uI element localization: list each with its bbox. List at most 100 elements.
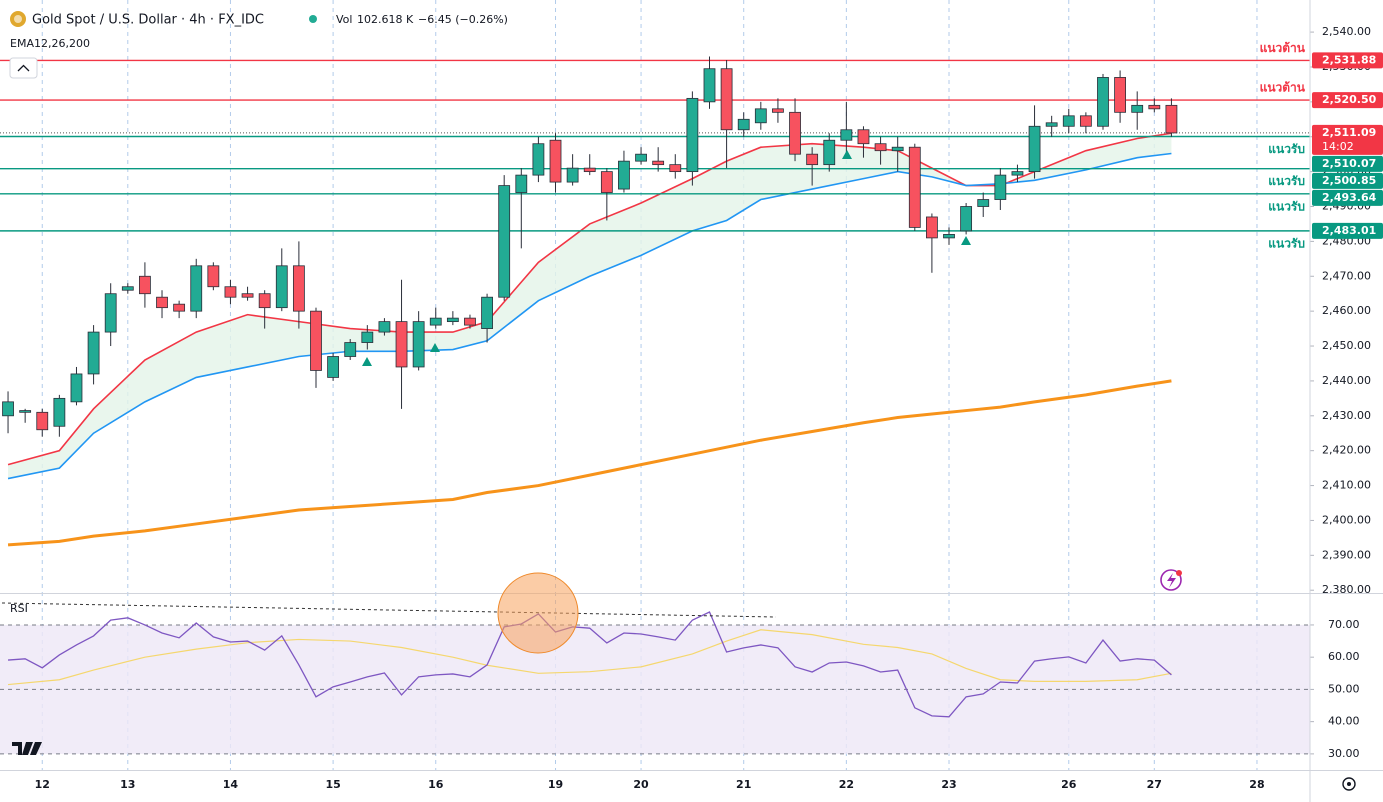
collapse-button[interactable] [9, 57, 38, 79]
candle-body [139, 275, 151, 295]
price-label-box [1312, 172, 1383, 189]
y-tick-label: 2,450.00 [1322, 339, 1371, 352]
y-tick-label: 2,470.00 [1322, 269, 1371, 282]
candle-body [464, 317, 476, 326]
candle-body [789, 111, 801, 155]
price-label: 2,483.01 [1322, 224, 1376, 237]
candle-body [977, 199, 990, 207]
price-label: 2,510.07 [1322, 157, 1376, 170]
candle-body [840, 129, 853, 141]
y-tick-label: 30.00 [1328, 747, 1360, 760]
signal-marker [430, 343, 440, 352]
candle-body [1062, 115, 1075, 127]
candle-body [737, 118, 750, 131]
rsi-label: RSI [10, 602, 28, 615]
x-tick-label: 21 [736, 778, 751, 791]
symbol-logo-inner [14, 15, 22, 23]
candle-body [1097, 77, 1109, 127]
y-tick-label: 2,460.00 [1322, 304, 1371, 317]
candle-body [224, 286, 237, 298]
candle-body [1165, 104, 1178, 134]
x-tick-label: 16 [428, 778, 444, 791]
x-tick-label: 27 [1147, 778, 1162, 791]
candle-body [549, 139, 562, 183]
signal-marker [362, 357, 372, 366]
candle-body [292, 265, 305, 312]
candle-body [772, 108, 784, 113]
candle-body [1148, 104, 1161, 110]
candle-body [806, 153, 819, 166]
candle-body [754, 108, 767, 124]
price-label-box [1312, 155, 1383, 172]
level-text: แนวรับ [1268, 199, 1305, 213]
candle-body [104, 293, 117, 333]
price-label-box [1312, 222, 1383, 239]
ema-fill [8, 133, 1172, 479]
candle-body [395, 321, 408, 368]
y-tick-label: 50.00 [1328, 682, 1360, 695]
candle-body [241, 293, 254, 298]
market-status [309, 15, 317, 23]
y-tick-label: 2,540.00 [1322, 25, 1371, 38]
chevron-icon [17, 64, 30, 72]
candle-body [1079, 115, 1092, 127]
candle-body [344, 342, 357, 357]
price-time: 14:02 [1322, 140, 1354, 153]
alert-dot [1176, 570, 1182, 576]
chart-title: Gold Spot / U.S. Dollar · 4h · FX_IDC [32, 13, 264, 28]
y-tick-label: 2,440.00 [1322, 374, 1371, 387]
candle-body [378, 321, 391, 333]
candle-body [275, 265, 288, 309]
price-label-box [1312, 52, 1383, 69]
candle-body [600, 171, 613, 193]
y-tick-label: 2,410.00 [1322, 479, 1371, 492]
candle-body [583, 167, 596, 173]
candle-body [618, 160, 630, 190]
candle-body [1045, 122, 1058, 127]
candle-body [190, 265, 203, 312]
settings-icon-center [1347, 782, 1351, 786]
candle-body [532, 143, 545, 176]
candle-body [1011, 171, 1024, 176]
price-label: 2,500.85 [1322, 174, 1376, 187]
price-change: −6.45 (−0.26%) [418, 13, 508, 26]
tv-logo [12, 742, 42, 755]
candle-body [515, 174, 528, 193]
candle-body [498, 185, 511, 298]
candle-body [173, 303, 186, 312]
price-label-box [1312, 92, 1383, 109]
candle-body [327, 356, 340, 378]
candle-body [258, 293, 271, 309]
candle-body [207, 265, 220, 288]
candle-body [720, 68, 733, 131]
y-tick-label: 70.00 [1328, 618, 1360, 631]
candle-body [857, 129, 870, 145]
x-tick-label: 20 [633, 778, 649, 791]
candle-body [703, 68, 716, 103]
candle-body [19, 410, 32, 413]
ema-line [7, 379, 1172, 547]
volume-label: Vol [336, 13, 352, 26]
candle-body [361, 331, 374, 343]
price-label-box [1312, 124, 1383, 155]
x-tick-label: 14 [223, 778, 239, 791]
candle-body [994, 174, 1007, 200]
candle-body [874, 143, 887, 152]
x-tick-label: 28 [1249, 778, 1264, 791]
candle-body [446, 317, 459, 323]
rsi-line [7, 611, 1172, 718]
x-tick-label: 12 [35, 778, 50, 791]
candle-body [429, 317, 442, 326]
x-tick-label: 26 [1061, 778, 1077, 791]
level-text: แนวรับ [1268, 236, 1305, 250]
candle-body [652, 160, 665, 166]
price-label: 2,493.64 [1322, 191, 1377, 204]
candle-body [310, 310, 322, 371]
candle-body [1028, 125, 1041, 173]
candle-body [891, 146, 904, 152]
settings-icon[interactable] [1342, 777, 1356, 791]
candle-body [1114, 77, 1126, 113]
alert-icon[interactable] [1160, 569, 1182, 591]
